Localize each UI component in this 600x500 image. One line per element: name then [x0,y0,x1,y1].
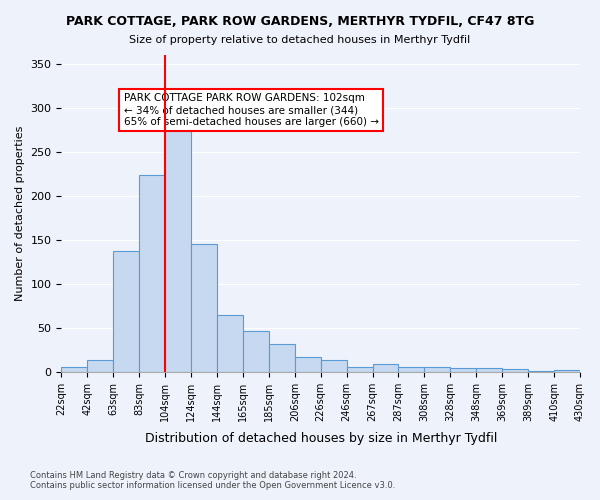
Bar [88,360,113,372]
Text: PARK COTTAGE, PARK ROW GARDENS, MERTHYR TYDFIL, CF47 8TG: PARK COTTAGE, PARK ROW GARDENS, MERTHYR … [66,15,534,28]
Bar [139,174,165,372]
Bar [295,357,321,372]
Bar [321,360,347,372]
Y-axis label: Number of detached properties: Number of detached properties [15,126,25,301]
Text: Size of property relative to detached houses in Merthyr Tydfil: Size of property relative to detached ho… [130,35,470,45]
Bar [451,368,476,372]
Bar [424,368,451,372]
Bar [373,364,398,372]
X-axis label: Distribution of detached houses by size in Merthyr Tydfil: Distribution of detached houses by size … [145,432,497,445]
Bar [502,369,528,372]
Bar [165,122,191,372]
Bar [269,344,295,372]
Text: PARK COTTAGE PARK ROW GARDENS: 102sqm
← 34% of detached houses are smaller (344): PARK COTTAGE PARK ROW GARDENS: 102sqm ← … [124,94,379,126]
Bar [528,371,554,372]
Bar [113,251,139,372]
Text: Contains HM Land Registry data © Crown copyright and database right 2024.
Contai: Contains HM Land Registry data © Crown c… [30,470,395,490]
Bar [398,366,424,372]
Bar [61,368,88,372]
Bar [476,368,502,372]
Bar [243,332,269,372]
Bar [347,368,373,372]
Bar [191,244,217,372]
Bar [554,370,580,372]
Bar [217,316,243,372]
